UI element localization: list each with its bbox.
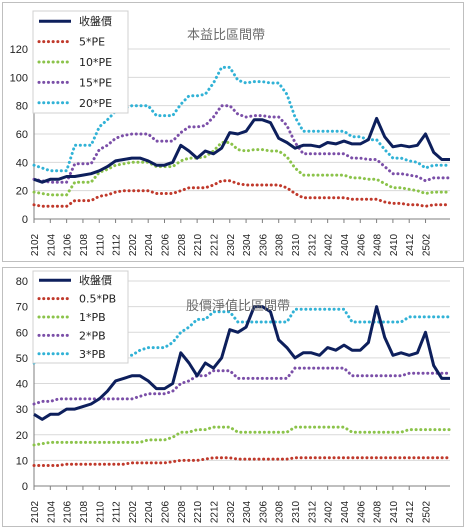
pe-x-tick-label: 2208 — [177, 233, 188, 256]
pe-x-tick-label: 2502 — [422, 233, 433, 256]
pe-chart-title: 本益比區間帶 — [187, 28, 265, 43]
pb-x-tick-label: 2110 — [95, 501, 106, 523]
pe-x-tick-label: 2402 — [324, 233, 335, 256]
pb-y-tick-label: 0 — [22, 481, 28, 493]
pe-x-tick-label: 2308 — [275, 233, 286, 256]
pb-x-tick-label: 2302 — [226, 500, 237, 523]
pe-x-tick-label: 2302 — [226, 233, 237, 256]
pb-y-tick-label: 50 — [16, 353, 28, 365]
pe-series-line-4 — [32, 65, 452, 173]
pe-y-tick-label: 40 — [16, 157, 28, 169]
pb-legend-label-1: 0.5*PB — [79, 293, 116, 306]
pb-series-line-1 — [32, 456, 452, 467]
pb-x-tick-label: 2402 — [324, 500, 335, 523]
pe-x-tick-label: 2408 — [373, 233, 384, 256]
pb-x-tick-label: 2304 — [242, 500, 253, 523]
pb-y-tick-label: 70 — [16, 302, 28, 314]
pe-y-tick-label: 0 — [22, 214, 28, 226]
pb-x-tick-label: 2212 — [209, 500, 220, 523]
pe-series-line-2 — [32, 141, 452, 197]
pb-band-chart: 0 10 20 30 40 50 60 70 80 2102 2104 2106 2108 2110 211… — [16, 270, 452, 523]
pe-series-line-0 — [33, 116, 450, 184]
pb-x-tick-label: 2204 — [144, 500, 155, 523]
pb-x-tick-label: 2404 — [340, 500, 351, 523]
pe-x-tick-label: 2202 — [128, 233, 139, 256]
pe-band-chart: 0 20 40 60 80 100 120 2102 2104 2106 2108 2110 2112 2… — [10, 10, 452, 256]
pb-x-tick-label: 2410 — [389, 500, 400, 523]
pb-legend: 收盤價 0.5*PB 1*PB 2*PB 3*PB — [32, 270, 129, 364]
pe-legend-label-0: 收盤價 — [79, 14, 112, 28]
pb-x-tick-label: 2312 — [307, 500, 318, 523]
pb-y-tick-label: 40 — [16, 379, 28, 391]
pb-legend-label-2: 1*PB — [79, 311, 106, 324]
pb-series-line-0 — [33, 305, 450, 421]
pb-y-tick-label: 20 — [16, 430, 28, 442]
pe-series-line-3 — [32, 104, 452, 184]
pe-x-tick-label: 2310 — [291, 233, 302, 256]
pb-x-tick-label: 2310 — [291, 500, 302, 523]
pe-y-tick-label: 60 — [16, 129, 28, 141]
pb-legend-label-4: 3*PB — [79, 348, 106, 361]
pb-x-tick-label: 2210 — [193, 500, 204, 523]
pe-band-chart-panel: 0 20 40 60 80 100 120 2102 2104 2106 2108 2110 2112 2… — [2, 2, 464, 262]
pb-y-tick-label: 10 — [16, 455, 28, 467]
pe-legend-label-4: 20*PE — [79, 97, 112, 110]
pb-x-tick-label: 2502 — [422, 500, 433, 523]
pb-x-tick-label: 2306 — [258, 500, 269, 523]
pb-x-tick-label: 2406 — [356, 500, 367, 523]
pe-y-tick-label: 20 — [16, 186, 28, 198]
pe-y-tick-label: 120 — [10, 44, 28, 56]
pb-series-line-2 — [32, 425, 452, 447]
pb-band-chart-panel: 0 10 20 30 40 50 60 70 80 2102 2104 2106 2108 2110 211… — [2, 267, 464, 527]
pb-x-tick-label: 2104 — [46, 500, 57, 523]
pe-x-tick-label: 2212 — [209, 233, 220, 256]
pe-x-tick-label: 2112 — [112, 234, 123, 256]
pe-x-tick-label: 2406 — [356, 233, 367, 256]
pe-legend: 收盤價 5*PE 10*PE 15*PE 20*PE — [32, 10, 129, 114]
pe-series-line-1 — [32, 179, 452, 208]
pe-x-tick-label: 2204 — [144, 233, 155, 256]
pe-legend-label-1: 5*PE — [79, 36, 105, 49]
pe-x-tick-label: 2306 — [258, 233, 269, 256]
pb-x-tick-label: 2408 — [373, 500, 384, 523]
pb-x-tick-label: 2108 — [79, 500, 90, 523]
pe-x-tick-label: 2104 — [46, 233, 57, 256]
pb-x-tick-label: 2106 — [63, 500, 74, 523]
pe-x-tick-label: 2312 — [307, 233, 318, 256]
pe-x-tick-label: 2102 — [30, 233, 41, 256]
pe-x-tick-label: 2108 — [79, 233, 90, 256]
pb-x-tick-label: 2102 — [30, 500, 41, 523]
pb-x-tick-label: 2206 — [161, 500, 172, 523]
pe-x-tick-label: 2304 — [242, 233, 253, 256]
pb-x-tick-label: 2112 — [112, 501, 123, 523]
pe-y-tick-label: 80 — [16, 101, 28, 113]
pe-x-tick-label: 2210 — [193, 233, 204, 256]
pe-x-tick-label: 2412 — [405, 233, 416, 256]
pe-x-tick-label: 2410 — [389, 233, 400, 256]
pb-y-tick-label: 80 — [16, 276, 28, 288]
pb-y-tick-label: 30 — [16, 404, 28, 416]
pe-legend-label-3: 15*PE — [79, 76, 112, 89]
pe-x-tick-label: 2404 — [340, 233, 351, 256]
pb-y-tick-label: 60 — [16, 327, 28, 339]
pe-x-tick-label: 2206 — [161, 233, 172, 256]
pe-legend-label-2: 10*PE — [79, 56, 112, 69]
pb-chart-title: 股價淨值比區間帶 — [186, 298, 290, 314]
pb-x-tick-label: 2412 — [405, 500, 416, 523]
pb-legend-label-3: 2*PB — [79, 329, 106, 342]
pe-x-tick-label: 2106 — [63, 233, 74, 256]
pb-x-tick-label: 2308 — [275, 500, 286, 523]
pb-x-tick-label: 2202 — [128, 500, 139, 523]
pb-x-tick-label: 2208 — [177, 500, 188, 523]
pb-series-line-3 — [32, 366, 452, 406]
pb-legend-label-0: 收盤價 — [79, 273, 112, 287]
pe-x-tick-label: 2110 — [95, 234, 106, 256]
pe-y-tick-label: 100 — [10, 72, 28, 84]
